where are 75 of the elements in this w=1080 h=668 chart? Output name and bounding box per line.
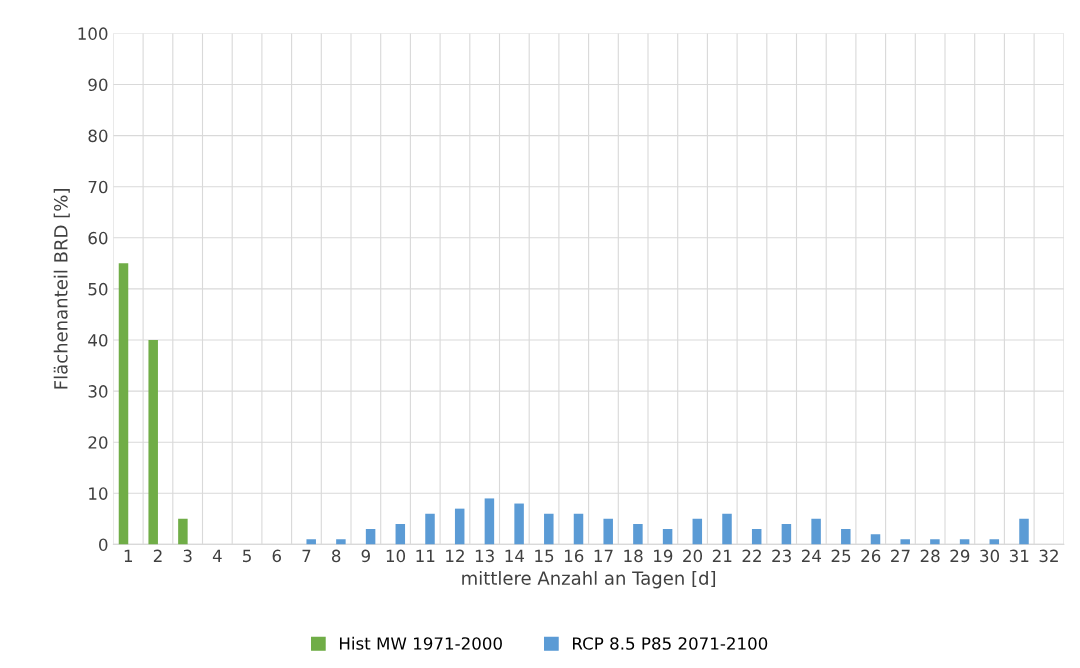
x-tick-label: 6 [272,549,281,563]
bar [484,498,495,545]
legend-label: Hist MW 1971-2000 [339,636,502,650]
x-tick-label: 26 [861,549,881,563]
bar [178,518,188,545]
x-tick-label: 10 [386,549,406,563]
x-tick-label: 13 [475,549,494,563]
x-tick-label: 8 [331,549,341,563]
bar [365,529,376,545]
bar [336,539,346,545]
x-tick-label: 27 [891,549,910,562]
x-tick-label: 22 [742,549,761,562]
y-tick-label: 60 [88,231,108,245]
y-tick-label: 70 [88,180,108,194]
x-tick-label: 18 [624,549,643,563]
x-tick-label: 23 [772,549,791,563]
bar [841,529,851,545]
y-tick-label: 50 [88,282,108,296]
bar [692,518,703,545]
bar [148,340,158,545]
x-tick-label: 2 [153,549,162,562]
y-tick-label: 10 [89,487,108,500]
bar [454,508,465,545]
x-tick-label: 19 [654,549,673,563]
x-tick-label: 3 [183,549,192,563]
legend-label: RCP 8.5 P85 2071-2100 [573,637,768,650]
y-tick-label: 40 [88,333,108,347]
bar [900,539,910,545]
bar [781,523,792,545]
bar [544,513,554,545]
y-tick-label: 100 [78,27,108,40]
bar [603,518,613,545]
x-tick-label: 15 [535,549,554,563]
x-tick-label: 32 [1039,549,1058,563]
bar [662,529,673,545]
x-tick-label: 29 [950,549,970,563]
y-tick-label: 90 [88,78,108,92]
bar [930,539,940,545]
y-tick-label: 30 [88,385,108,398]
bar [989,539,1000,545]
x-tick-label: 9 [361,549,370,563]
x-tick-label: 14 [505,549,525,562]
x-tick-label: 4 [212,549,222,562]
x-tick-label: 5 [243,549,251,563]
x-axis-title: mittlere Anzahl an Tagen [d] [462,570,716,589]
bar [118,263,129,545]
bar [425,513,435,545]
x-tick-label: 25 [831,549,851,563]
x-tick-label: 30 [980,549,1000,563]
x-tick-label: 17 [594,549,613,562]
bar [395,523,406,545]
x-tick-label: 31 [1009,549,1029,563]
y-axis-title: Flächenanteil BRD [%] [53,189,70,389]
x-tick-label: 7 [302,549,311,562]
x-tick-label: 11 [416,549,435,562]
bar [722,513,732,545]
x-tick-label: 20 [683,549,703,563]
bar [959,539,970,545]
bar [870,534,881,545]
bar [306,539,316,545]
x-tick-label: 28 [920,549,940,563]
bar [811,518,821,545]
y-tick-label: 80 [88,129,108,143]
bar [514,503,524,545]
y-tick-label: 20 [88,436,108,449]
bar [573,513,584,545]
x-tick-label: 16 [564,549,584,563]
bar [1019,518,1029,545]
bar [633,523,643,545]
y-tick-label: 0 [99,538,108,551]
x-tick-label: 24 [801,549,822,562]
x-tick-label: 21 [712,549,732,562]
bar [751,529,762,545]
x-tick-label: 12 [446,549,464,562]
x-tick-label: 1 [124,549,133,562]
